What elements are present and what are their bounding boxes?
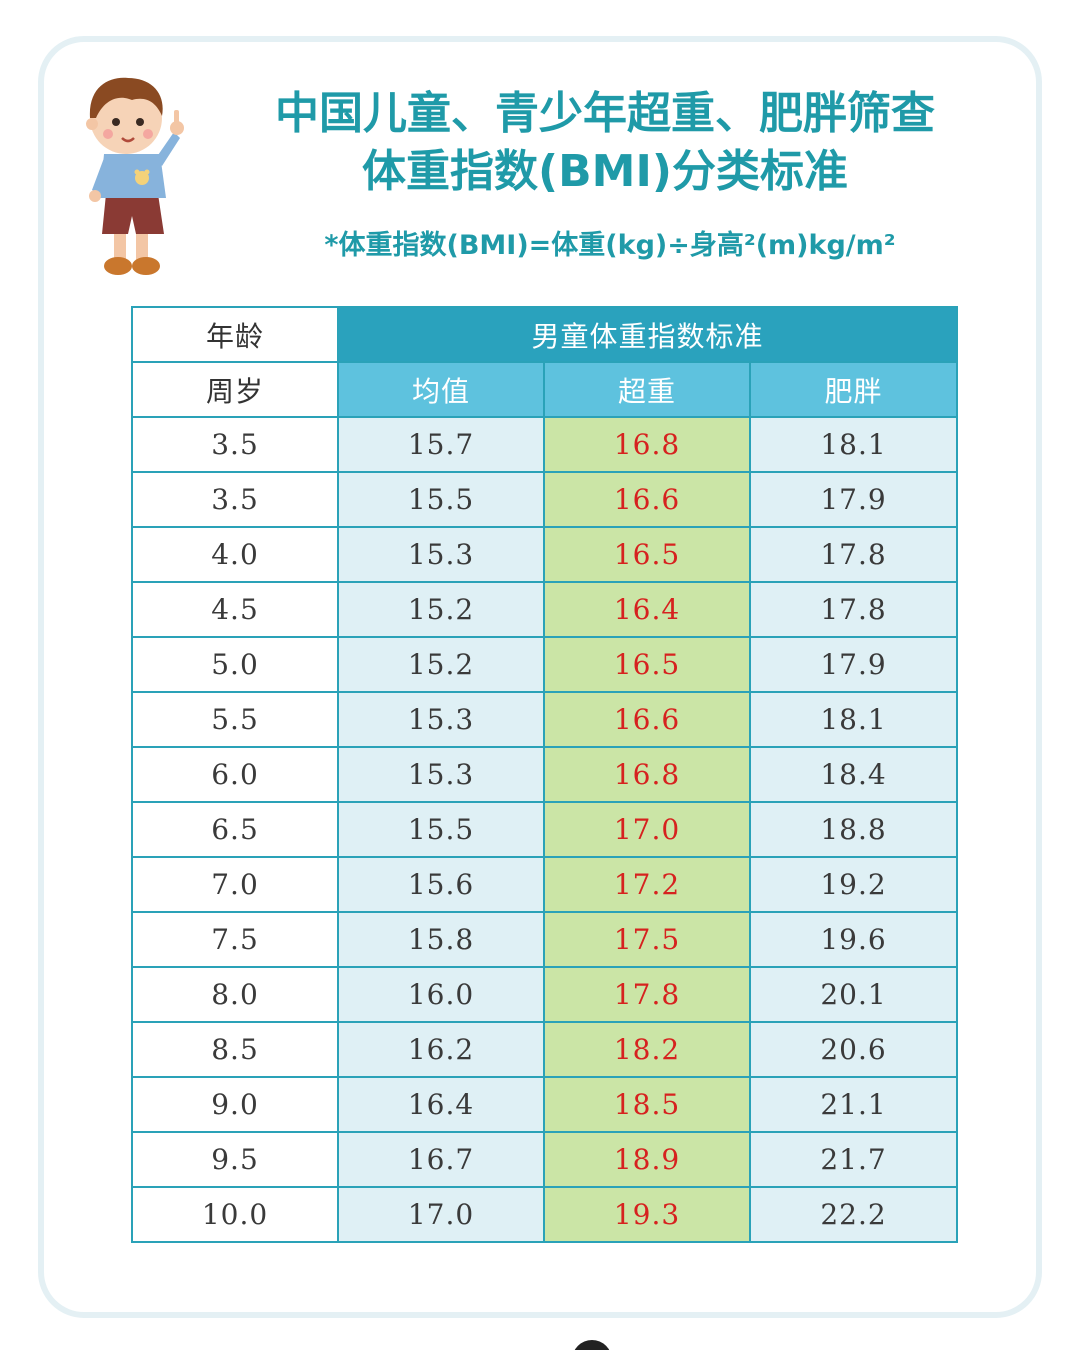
table-row: 10.0 17.0 19.3 22.2 [131,1186,959,1243]
cell-overweight: 18.2 [543,1021,751,1078]
cell-obese: 19.2 [748,856,959,913]
cell-age: 7.5 [131,911,339,968]
cell-obese: 17.9 [748,471,959,528]
cell-mean: 15.2 [337,636,545,693]
cell-overweight: 19.3 [543,1186,751,1243]
bottom-edge-element [572,1340,612,1350]
cell-obese: 21.7 [748,1131,959,1188]
header-age-unit: 周岁 [131,361,339,418]
header-obese: 肥胖 [748,361,959,418]
cell-obese: 20.6 [748,1021,959,1078]
table-row: 3.5 15.7 16.8 18.1 [131,416,959,473]
cell-mean: 17.0 [337,1186,545,1243]
table-row: 9.0 16.4 18.5 21.1 [131,1076,959,1133]
header-overweight: 超重 [543,361,751,418]
table-row: 4.5 15.2 16.4 17.8 [131,581,959,638]
cell-age: 6.5 [131,801,339,858]
header-age-label: 年龄 [131,306,339,363]
cell-overweight: 17.8 [543,966,751,1023]
cell-obese: 22.2 [748,1186,959,1243]
table-row: 8.5 16.2 18.2 20.6 [131,1021,959,1078]
cell-mean: 16.4 [337,1076,545,1133]
cell-mean: 15.5 [337,801,545,858]
cell-age: 9.5 [131,1131,339,1188]
cell-mean: 15.3 [337,746,545,803]
cell-obese: 18.8 [748,801,959,858]
cell-obese: 17.8 [748,526,959,583]
cell-mean: 15.3 [337,691,545,748]
page-title-line2: 体重指数(BMI)分类标准 [362,146,848,197]
cell-overweight: 16.8 [543,416,751,473]
table-row: 4.0 15.3 16.5 17.8 [131,526,959,583]
header-mean: 均值 [337,361,545,418]
cell-mean: 15.8 [337,911,545,968]
cell-mean: 15.3 [337,526,545,583]
table-row: 6.5 15.5 17.0 18.8 [131,801,959,858]
cell-overweight: 16.6 [543,471,751,528]
page-title-line1: 中国儿童、青少年超重、肥胖筛查 [275,88,935,139]
cell-mean: 16.7 [337,1131,545,1188]
cell-age: 4.5 [131,581,339,638]
cell-obese: 18.1 [748,416,959,473]
cell-obese: 17.8 [748,581,959,638]
cell-overweight: 16.6 [543,691,751,748]
cell-mean: 16.2 [337,1021,545,1078]
table-row: 5.0 15.2 16.5 17.9 [131,636,959,693]
cell-mean: 15.5 [337,471,545,528]
cell-overweight: 16.5 [543,636,751,693]
cell-age: 3.5 [131,416,339,473]
cell-obese: 19.6 [748,911,959,968]
cell-obese: 18.1 [748,691,959,748]
table-header-row: 年龄 男童体重指数标准 [131,306,959,363]
table-row: 3.5 15.5 16.6 17.9 [131,471,959,528]
cell-age: 9.0 [131,1076,339,1133]
bmi-standard-table: 年龄 男童体重指数标准 周岁 均值 超重 肥胖 3.5 15.7 16.8 18… [131,306,959,1243]
cell-age: 5.0 [131,636,339,693]
table-row: 6.0 15.3 16.8 18.4 [131,746,959,803]
bmi-formula-note: *体重指数(BMI)=体重(kg)÷身高²(m)kg/m² [324,230,896,261]
cell-overweight: 17.5 [543,911,751,968]
cell-overweight: 18.9 [543,1131,751,1188]
cell-age: 7.0 [131,856,339,913]
cell-age: 8.0 [131,966,339,1023]
table-row: 9.5 16.7 18.9 21.7 [131,1131,959,1188]
cell-overweight: 16.4 [543,581,751,638]
cell-overweight: 17.0 [543,801,751,858]
cartoon-boy-pointing-icon [86,77,184,275]
cell-age: 8.5 [131,1021,339,1078]
table-row: 7.0 15.6 17.2 19.2 [131,856,959,913]
cell-mean: 15.6 [337,856,545,913]
cell-overweight: 16.5 [543,526,751,583]
cell-overweight: 18.5 [543,1076,751,1133]
cell-age: 10.0 [131,1186,339,1243]
cell-mean: 16.0 [337,966,545,1023]
cell-obese: 21.1 [748,1076,959,1133]
cell-mean: 15.2 [337,581,545,638]
cell-overweight: 16.8 [543,746,751,803]
cell-obese: 20.1 [748,966,959,1023]
table-row: 5.5 15.3 16.6 18.1 [131,691,959,748]
cell-age: 6.0 [131,746,339,803]
header-group-boys-bmi: 男童体重指数标准 [336,306,959,363]
cell-obese: 17.9 [748,636,959,693]
table-row: 8.0 16.0 17.8 20.1 [131,966,959,1023]
cell-age: 3.5 [131,471,339,528]
table-subheader-row: 周岁 均值 超重 肥胖 [131,361,959,418]
table-row: 7.5 15.8 17.5 19.6 [131,911,959,968]
cell-age: 5.5 [131,691,339,748]
cell-mean: 15.7 [337,416,545,473]
cell-overweight: 17.2 [543,856,751,913]
cell-age: 4.0 [131,526,339,583]
cell-obese: 18.4 [748,746,959,803]
